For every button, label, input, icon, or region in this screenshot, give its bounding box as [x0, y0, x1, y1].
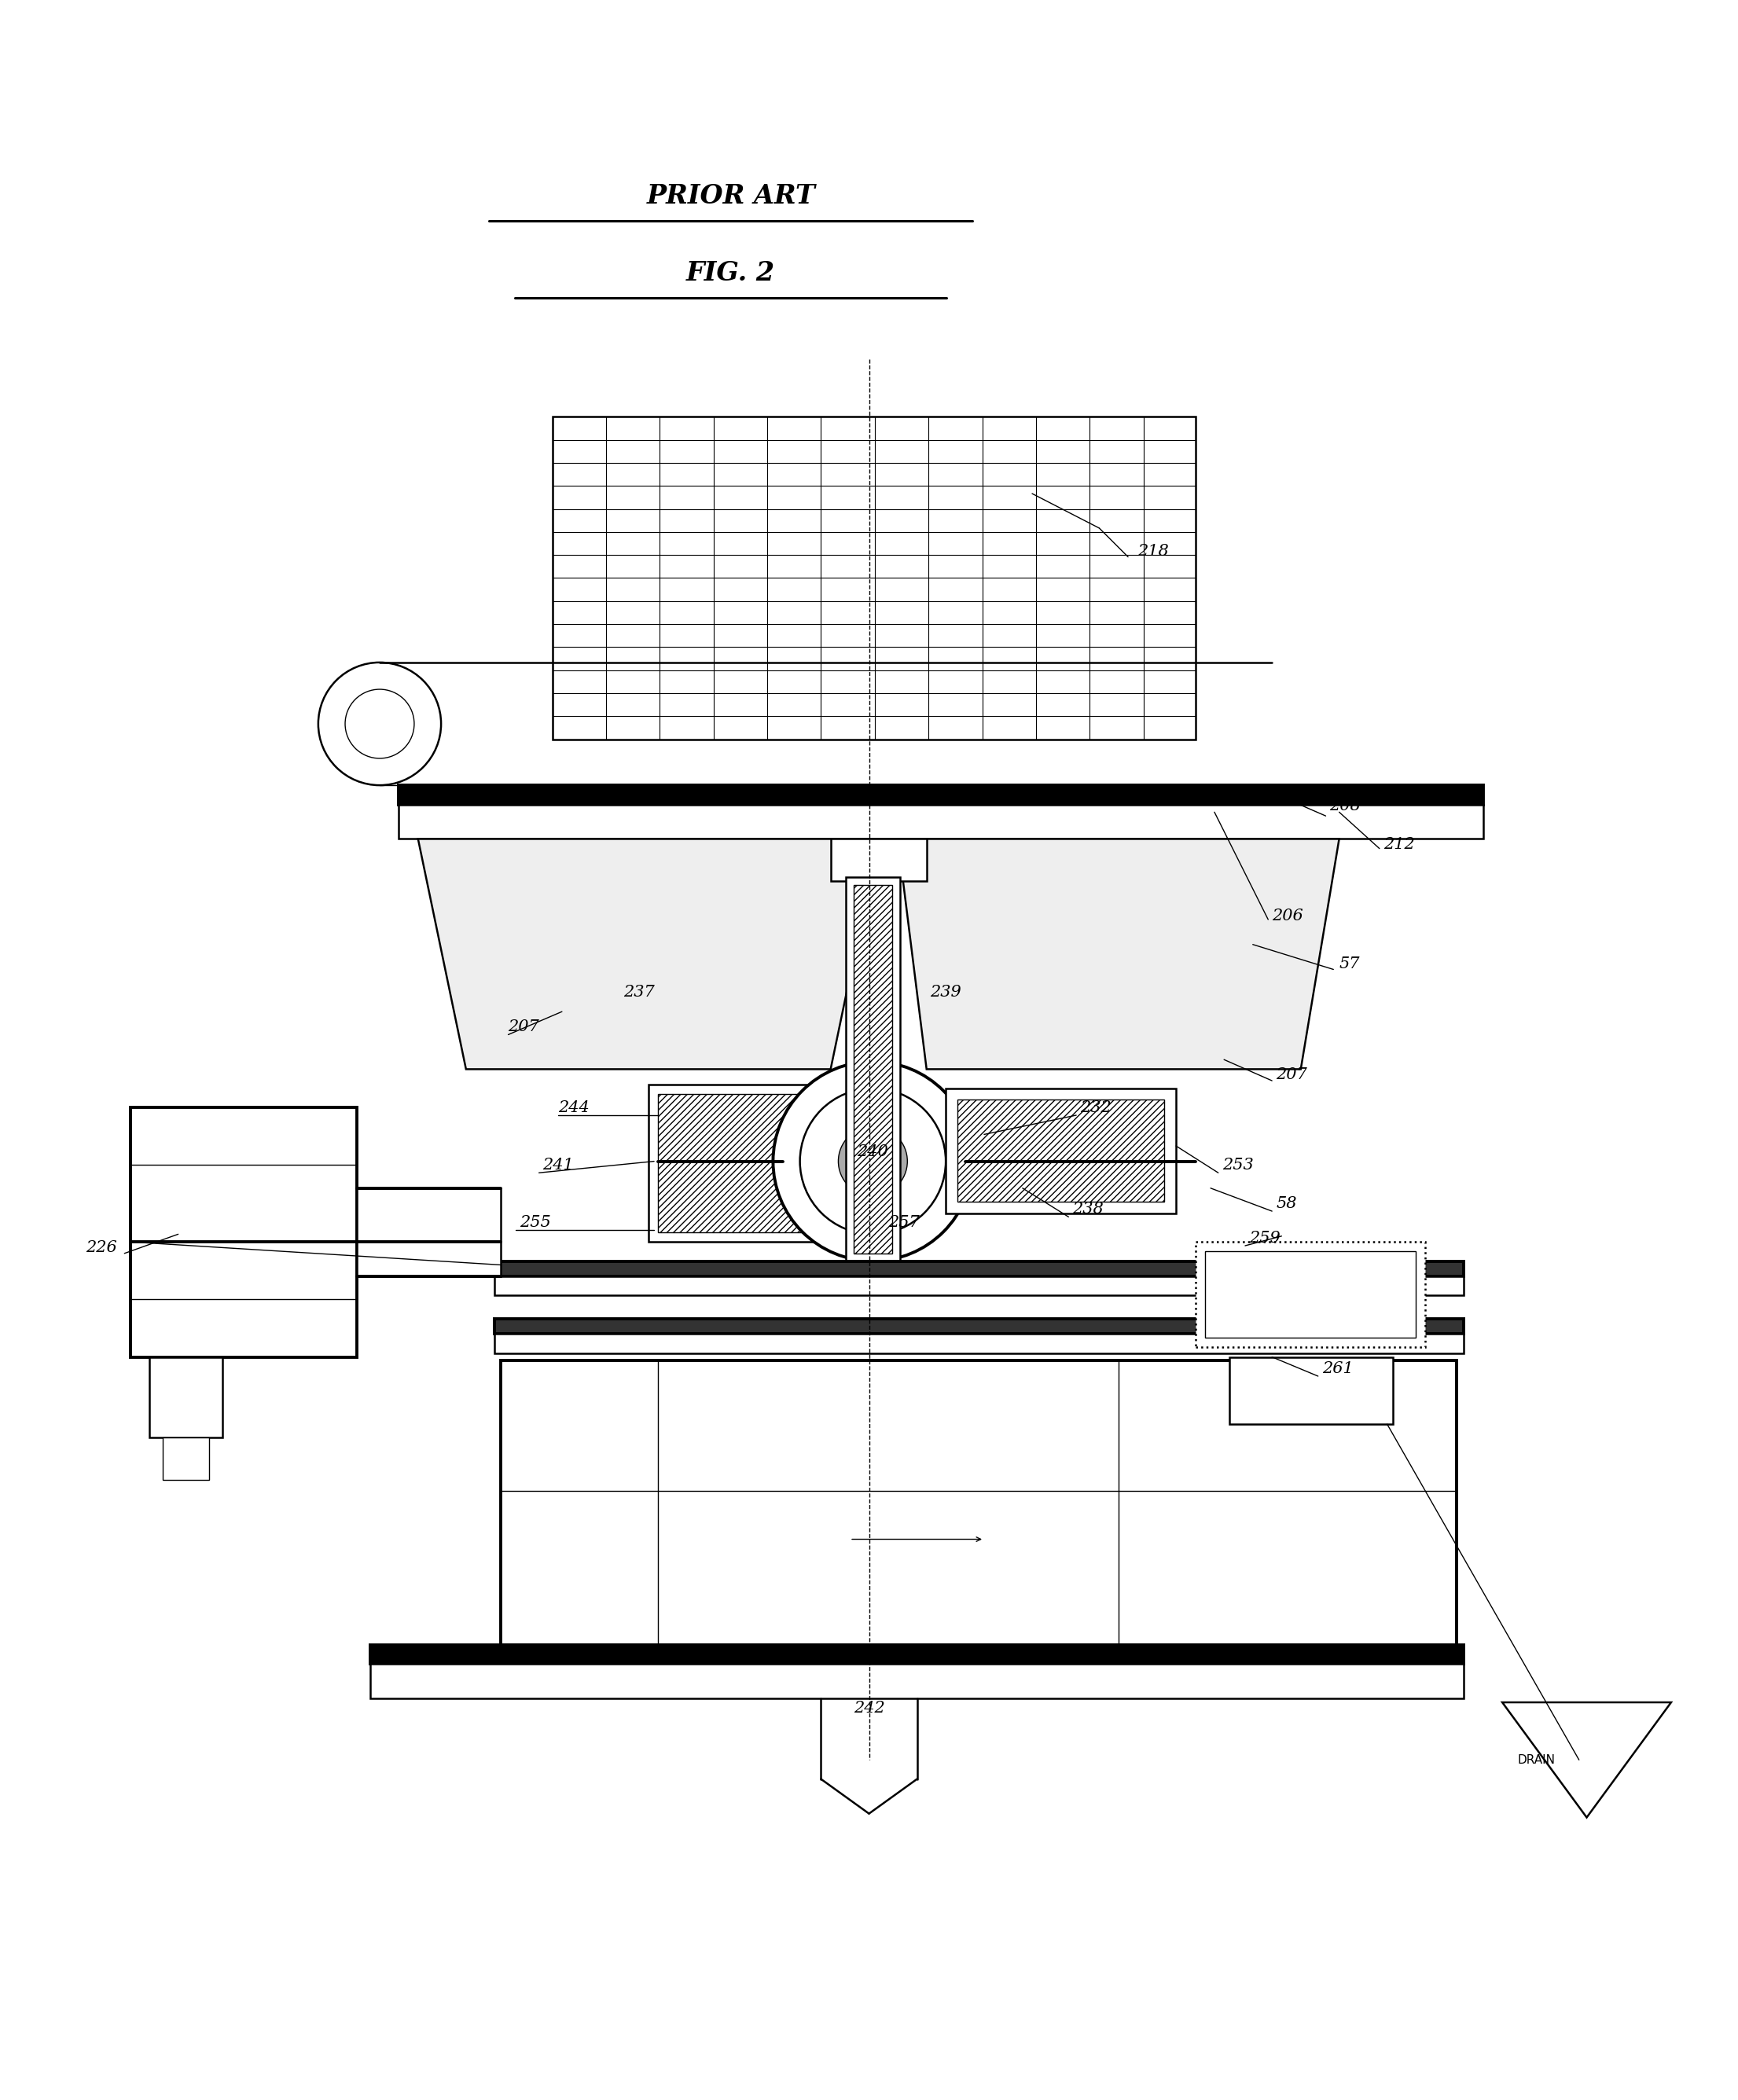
- Bar: [958, 1100, 1164, 1201]
- Bar: [853, 884, 892, 1254]
- Text: 244: 244: [558, 1100, 589, 1115]
- Bar: [945, 1088, 1177, 1214]
- Text: 57: 57: [1340, 955, 1359, 970]
- Text: 255: 255: [520, 1216, 551, 1231]
- Bar: [1196, 1241, 1425, 1348]
- Text: 242: 242: [853, 1701, 885, 1716]
- Text: 253: 253: [1222, 1157, 1253, 1172]
- Bar: [495, 1319, 1463, 1334]
- Text: PRIOR ART: PRIOR ART: [647, 183, 815, 210]
- Bar: [495, 1334, 1463, 1352]
- Polygon shape: [899, 840, 1340, 1069]
- Text: 239: 239: [930, 985, 961, 1000]
- Bar: [501, 1361, 1456, 1644]
- Bar: [648, 1084, 831, 1241]
- Text: 207: 207: [1276, 1067, 1307, 1081]
- Bar: [659, 1094, 820, 1233]
- Text: DRAIN: DRAIN: [1517, 1753, 1556, 1766]
- Text: 259: 259: [1250, 1231, 1281, 1245]
- Text: 241: 241: [542, 1157, 574, 1172]
- Bar: [495, 1277, 1463, 1296]
- Polygon shape: [419, 840, 879, 1069]
- Bar: [370, 1644, 1463, 1663]
- Text: 240: 240: [857, 1144, 888, 1159]
- Bar: [1231, 1357, 1392, 1424]
- Bar: [1204, 1252, 1416, 1338]
- Bar: [356, 1189, 501, 1277]
- Bar: [831, 840, 926, 882]
- Text: 208: 208: [1330, 798, 1361, 815]
- Text: 212: 212: [1383, 838, 1415, 853]
- Polygon shape: [1502, 1703, 1672, 1816]
- Text: 238: 238: [1072, 1201, 1104, 1216]
- Bar: [149, 1357, 222, 1438]
- Text: 207: 207: [507, 1018, 539, 1035]
- Bar: [398, 804, 1483, 840]
- Text: 237: 237: [624, 985, 653, 1000]
- Text: 226: 226: [85, 1241, 116, 1256]
- Text: 58: 58: [1276, 1197, 1297, 1212]
- Circle shape: [838, 1128, 907, 1195]
- Text: 218: 218: [1138, 544, 1170, 559]
- Bar: [495, 1260, 1463, 1277]
- Bar: [553, 418, 1196, 739]
- Bar: [163, 1438, 209, 1480]
- Bar: [398, 785, 1483, 804]
- Text: 206: 206: [1272, 907, 1304, 924]
- Text: 232: 232: [1079, 1100, 1111, 1115]
- Circle shape: [799, 1088, 945, 1235]
- Circle shape: [773, 1060, 973, 1260]
- Bar: [130, 1107, 356, 1357]
- Text: 261: 261: [1323, 1361, 1354, 1376]
- Text: FIG. 2: FIG. 2: [687, 260, 775, 286]
- Bar: [846, 878, 900, 1260]
- Bar: [370, 1663, 1463, 1699]
- Text: 257: 257: [888, 1216, 919, 1231]
